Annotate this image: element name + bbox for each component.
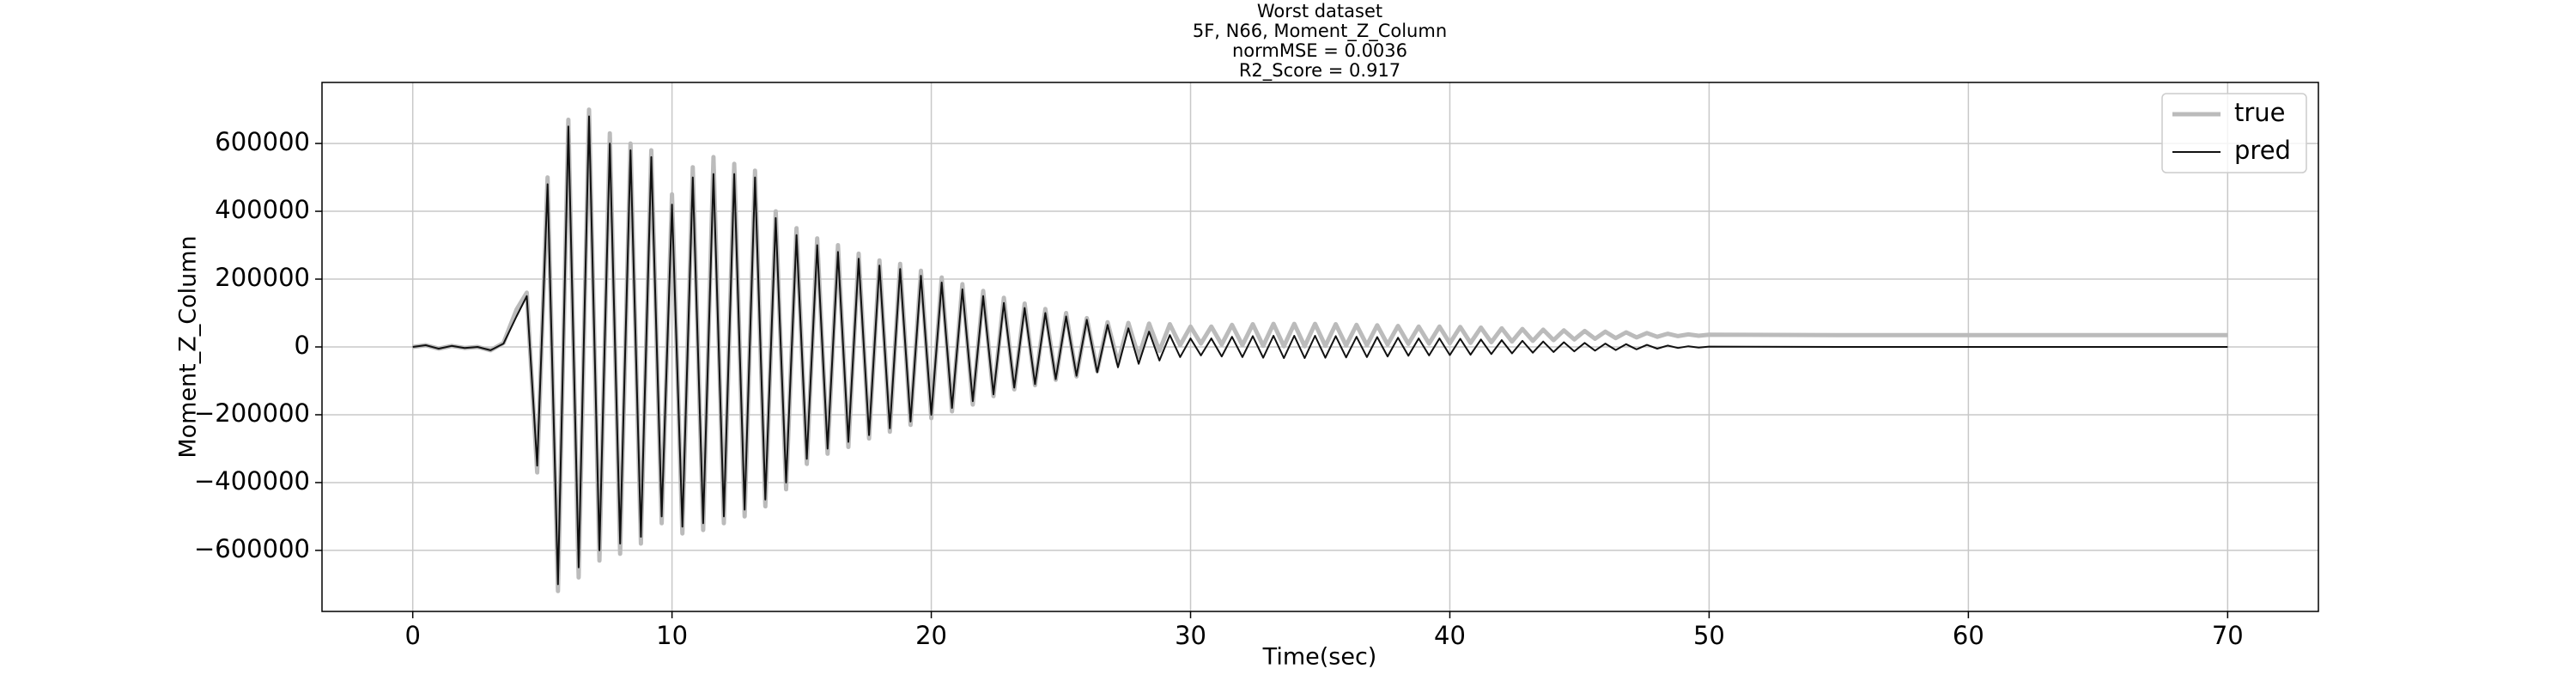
title-line: Worst dataset bbox=[1257, 1, 1382, 21]
x-tick-label: 70 bbox=[2212, 621, 2244, 650]
title-line: R2_Score = 0.917 bbox=[1239, 60, 1400, 82]
y-tick-label: 200000 bbox=[215, 263, 310, 292]
y-tick-label: −400000 bbox=[194, 466, 310, 495]
x-tick-label: 50 bbox=[1693, 621, 1725, 650]
y-tick-label: −600000 bbox=[194, 534, 310, 563]
y-tick-label: 400000 bbox=[215, 195, 310, 224]
data-line bbox=[412, 115, 2228, 586]
x-tick-label: 0 bbox=[404, 621, 420, 650]
x-tick-label: 30 bbox=[1175, 621, 1206, 650]
x-tick-label: 10 bbox=[656, 621, 688, 650]
x-tick-label: 60 bbox=[1953, 621, 1984, 650]
title-line: 5F, N66, Moment_Z_Column bbox=[1193, 21, 1447, 42]
x-tick-label: 40 bbox=[1434, 621, 1466, 650]
y-tick-label: 600000 bbox=[215, 127, 310, 156]
title-line: normMSE = 0.0036 bbox=[1232, 40, 1407, 61]
legend-label: true bbox=[2234, 98, 2286, 127]
y-axis-label: Moment_Z_Column bbox=[175, 235, 202, 458]
legend-label: pred bbox=[2234, 136, 2291, 165]
x-axis-label: Time(sec) bbox=[1262, 644, 1377, 671]
plot-frame bbox=[321, 82, 2319, 612]
y-tick-label: 0 bbox=[295, 331, 310, 360]
y-tick-label: −200000 bbox=[194, 398, 310, 428]
x-tick-label: 20 bbox=[915, 621, 947, 650]
